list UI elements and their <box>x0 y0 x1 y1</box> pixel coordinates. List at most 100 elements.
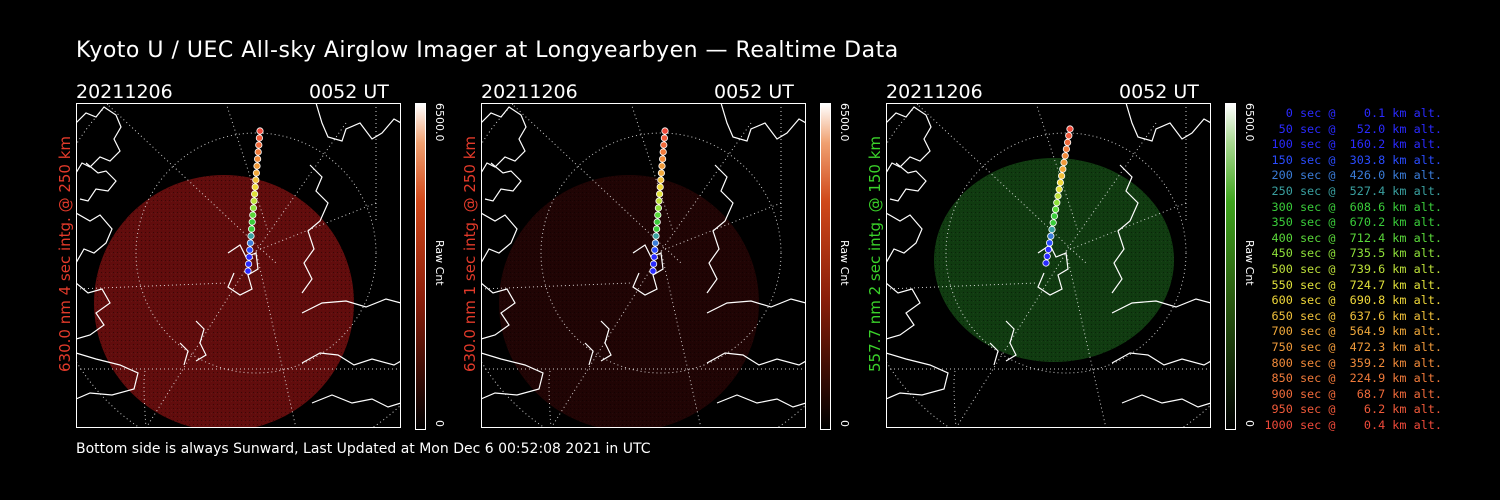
track-point <box>255 134 263 142</box>
track-point <box>661 127 669 135</box>
track-point <box>650 260 658 268</box>
legend-row: 400 sec @ 712.4 km alt. <box>1264 230 1442 245</box>
colorbar-2-unit: Raw Cnt <box>838 240 851 286</box>
legend-row: 750 sec @ 472.3 km alt. <box>1264 339 1442 354</box>
legend-row: 850 sec @ 224.9 km alt. <box>1264 371 1442 386</box>
track-point <box>654 204 662 212</box>
track-point <box>651 239 659 247</box>
track-point <box>255 141 263 149</box>
track-point <box>649 267 657 275</box>
airglow-region <box>934 158 1174 362</box>
track-point <box>651 246 659 254</box>
track-point <box>658 162 666 170</box>
panel-1-date: 20211206 <box>76 81 173 103</box>
legend-row: 600 sec @ 690.8 km alt. <box>1264 293 1442 308</box>
track-point <box>660 134 668 142</box>
track-point <box>659 155 667 163</box>
track-point <box>1066 125 1074 133</box>
colorbar-3-max: 6500.0 <box>1243 103 1256 142</box>
legend-row: 350 sec @ 670.2 km alt. <box>1264 215 1442 230</box>
legend-row: 900 sec @ 68.7 km alt. <box>1264 386 1442 401</box>
track-point <box>252 169 260 177</box>
track-point <box>250 197 258 205</box>
page-title: Kyoto U / UEC All-sky Airglow Imager at … <box>76 38 899 63</box>
track-point <box>1061 152 1069 160</box>
track-point <box>246 239 254 247</box>
legend-row: 50 sec @ 52.0 km alt. <box>1264 121 1442 136</box>
colorbar-3-min: 0 <box>1243 420 1256 427</box>
track-point <box>1042 259 1050 267</box>
panel-2-date: 20211206 <box>481 81 578 103</box>
track-point <box>254 148 262 156</box>
track-point <box>1047 232 1055 240</box>
track-point <box>248 225 256 233</box>
track-point <box>656 190 664 198</box>
panel-1-time: 0052 UT <box>309 81 389 103</box>
track-point <box>244 267 252 275</box>
track-point <box>251 183 259 191</box>
track-point <box>248 218 256 226</box>
legend-row: 0 sec @ 0.1 km alt. <box>1264 106 1442 120</box>
track-point <box>1049 219 1057 227</box>
altitude-legend: 0 sec @ 0.1 km alt. 50 sec @ 52.0 km alt… <box>1262 106 1442 433</box>
legend-row: 500 sec @ 739.6 km alt. <box>1264 261 1442 276</box>
track-point <box>251 190 259 198</box>
track-point <box>1058 172 1066 180</box>
track-point <box>657 169 665 177</box>
track-point <box>659 148 667 156</box>
panel-3-time: 0052 UT <box>1119 81 1199 103</box>
track-point <box>245 260 253 268</box>
airglow-image-630-1s <box>481 103 806 428</box>
colorbar-1-min: 0 <box>433 420 446 427</box>
track-point <box>246 246 254 254</box>
panel-2-side-label: 630.0 nm 1 sec intg. @ 250 km <box>461 135 479 372</box>
legend-row: 800 sec @ 359.2 km alt. <box>1264 355 1442 370</box>
track-point <box>1062 145 1070 153</box>
airglow-image-557-2s <box>886 103 1211 428</box>
track-point <box>1052 205 1060 214</box>
panel-1-side-label: 630.0 nm 4 sec intg. @ 250 km <box>56 135 74 372</box>
colorbar-panel-2 <box>820 103 831 430</box>
track-point <box>1065 132 1073 140</box>
legend-row: 700 sec @ 564.9 km alt. <box>1264 324 1442 339</box>
track-point <box>249 211 257 219</box>
colorbar-1-unit: Raw Cnt <box>433 240 446 286</box>
track-point <box>1054 192 1062 200</box>
track-point <box>1048 225 1056 234</box>
track-point <box>252 176 260 184</box>
legend-row: 1000 sec @ 0.4 km alt. <box>1264 417 1442 432</box>
airglow-image-630-4s <box>76 103 401 428</box>
airglow-region <box>499 175 759 428</box>
colorbar-panel-1 <box>415 103 426 430</box>
colorbar-2-min: 0 <box>838 420 851 427</box>
track-point <box>1059 165 1067 173</box>
track-point <box>1050 212 1058 220</box>
track-point <box>1046 239 1054 247</box>
track-point <box>655 197 663 205</box>
track-point <box>256 127 264 135</box>
track-point <box>650 253 658 261</box>
track-point <box>652 232 660 240</box>
panel-3-side-label: 557.7 nm 2 sec intg. @ 150 km <box>866 135 884 372</box>
track-point <box>1056 179 1064 187</box>
legend-row: 650 sec @ 637.6 km alt. <box>1264 308 1442 323</box>
track-point <box>657 176 665 184</box>
track-point <box>654 211 662 219</box>
panel-3-date: 20211206 <box>886 81 983 103</box>
colorbar-2-max: 6500.0 <box>838 103 851 142</box>
track-point <box>1064 138 1072 147</box>
track-point <box>653 218 661 226</box>
footer-note: Bottom side is always Sunward, Last Upda… <box>76 441 651 457</box>
legend-row: 450 sec @ 735.5 km alt. <box>1264 246 1442 261</box>
legend-row: 250 sec @ 527.4 km alt. <box>1264 183 1442 198</box>
track-point <box>653 225 661 233</box>
panel-2-time: 0052 UT <box>714 81 794 103</box>
track-point <box>253 162 261 170</box>
legend-row: 550 sec @ 724.7 km alt. <box>1264 277 1442 292</box>
track-point <box>254 155 262 163</box>
colorbar-1-max: 6500.0 <box>433 103 446 142</box>
airglow-region <box>94 175 354 428</box>
track-point <box>1053 199 1061 207</box>
legend-row: 150 sec @ 303.8 km alt. <box>1264 152 1442 167</box>
colorbar-3-unit: Raw Cnt <box>1243 240 1256 286</box>
